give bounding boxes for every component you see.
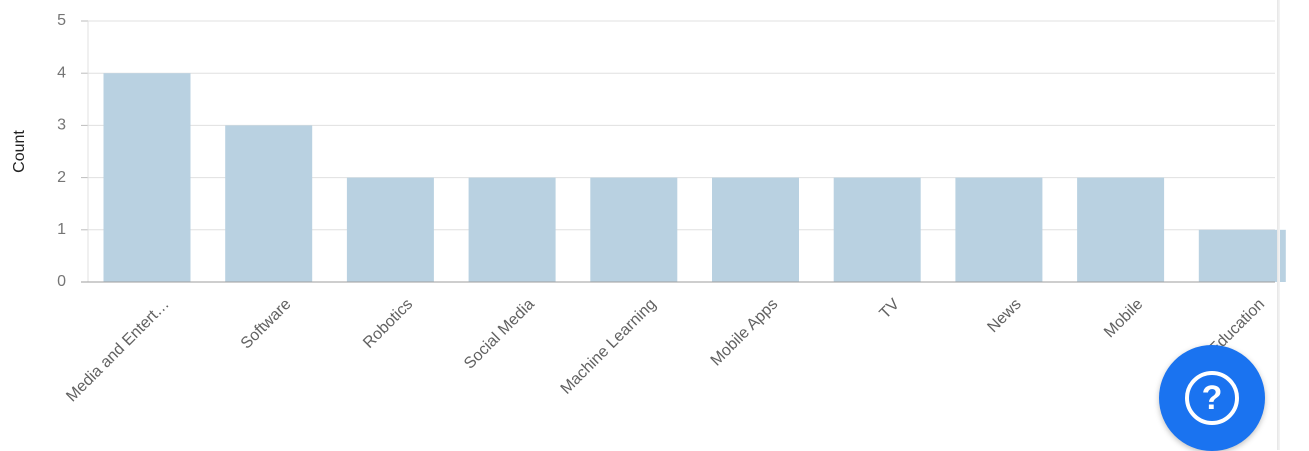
x-tick-label: News	[984, 296, 1024, 336]
bars	[103, 73, 1286, 283]
x-tick-label: Social Media	[461, 296, 538, 373]
help-button[interactable]: ?	[1159, 345, 1265, 451]
y-tick-label: 4	[57, 64, 66, 81]
y-tick-label: 3	[57, 117, 66, 134]
bar[interactable]	[1077, 177, 1165, 282]
help-glyph: ?	[1201, 379, 1223, 417]
x-tick-labels: Media and Entert… Software Robotics Social …	[63, 296, 1268, 406]
x-tick-label: Media and Entert…	[63, 296, 173, 406]
panel-edge	[1277, 0, 1280, 450]
x-tick-label: Mobile Apps	[708, 296, 782, 370]
y-axis-title: Count	[11, 130, 28, 173]
bar[interactable]	[1198, 229, 1286, 282]
y-tick-labels: 0 1 2 3 4 5	[57, 12, 66, 290]
bar[interactable]	[103, 73, 191, 282]
y-tick-label: 0	[57, 273, 66, 290]
bar[interactable]	[225, 125, 313, 283]
x-tick-label: TV	[877, 296, 904, 323]
x-tick-label: Machine Learning	[558, 296, 660, 398]
bar[interactable]	[955, 177, 1043, 282]
y-tick-label: 5	[57, 12, 66, 29]
bar[interactable]	[590, 177, 678, 282]
axes	[81, 20, 1275, 283]
bar[interactable]	[468, 177, 556, 282]
x-tick-label: Mobile	[1101, 296, 1146, 341]
y-tick-label: 2	[57, 169, 66, 186]
bar[interactable]	[346, 177, 434, 282]
x-tick-label: Robotics	[360, 296, 416, 352]
x-tick-label: Software	[238, 296, 295, 353]
bar[interactable]	[833, 177, 921, 282]
y-tick-label: 1	[57, 221, 66, 238]
question-circle-icon: ?	[1185, 371, 1239, 425]
bar[interactable]	[712, 177, 799, 282]
